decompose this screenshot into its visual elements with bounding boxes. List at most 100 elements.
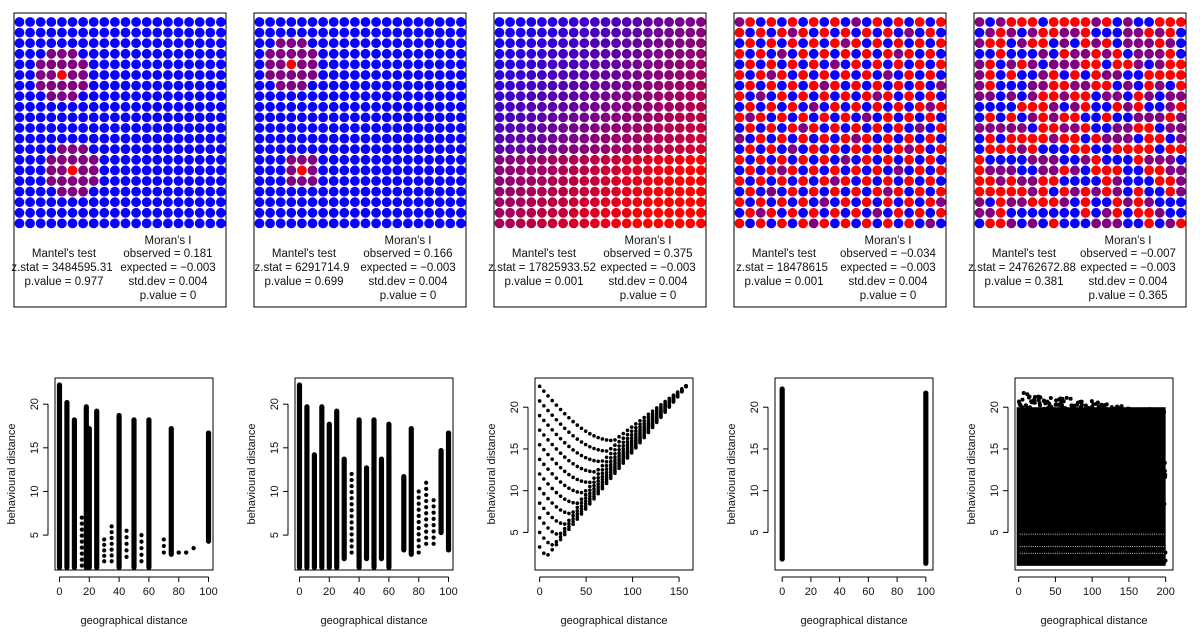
grid-cell [914, 48, 925, 59]
scatter-point [625, 440, 630, 444]
grid-cell [403, 38, 413, 49]
scatter-point [567, 444, 571, 449]
grid-cell [904, 197, 914, 208]
grid-cell [883, 17, 893, 27]
grid-cell [456, 17, 466, 27]
grid-cell [131, 133, 142, 144]
grid-cell [1048, 38, 1059, 49]
scatter-gap-dot [1132, 552, 1134, 554]
scatter-point [537, 486, 542, 491]
scatter-point [1155, 454, 1160, 459]
grid-cell [371, 27, 381, 38]
scatter-gap-dot [1110, 546, 1112, 548]
grid-cell [537, 38, 547, 49]
scatter-gap-dot [1118, 552, 1120, 554]
grid-cell [674, 154, 685, 165]
grid-cell [766, 123, 777, 133]
grid-cell [861, 133, 872, 144]
grid-cell [413, 207, 424, 218]
grid-cell [621, 38, 632, 49]
grid-cell [830, 197, 840, 208]
grid-cell [110, 154, 120, 165]
scatter-point [79, 539, 84, 544]
grid-cell [403, 133, 413, 144]
grid-cell [173, 59, 184, 70]
scatter-point [349, 526, 354, 531]
scatter-gap-dot [1043, 552, 1045, 554]
scatter-gap-dot [1103, 546, 1105, 548]
scatter-point [567, 499, 571, 504]
grid-cell [674, 101, 685, 112]
grid-cell [57, 91, 67, 102]
grid-cell [1112, 154, 1123, 165]
grid-cell [840, 48, 851, 59]
grid-cell [35, 165, 46, 176]
scatter-point [416, 544, 421, 549]
grid-cell [1059, 48, 1070, 59]
scatter-column [401, 474, 407, 553]
scatter-point [613, 471, 617, 476]
scatter-gap-dot [1136, 546, 1138, 548]
grid-cell [1027, 70, 1038, 80]
grid-cell [297, 207, 307, 218]
grid-cell [88, 123, 99, 133]
grid-cell [819, 59, 830, 70]
grid-cell [194, 197, 205, 208]
grid-cell [1101, 27, 1112, 38]
grid-cell [194, 218, 205, 229]
grid-cell [830, 80, 840, 91]
grid-cell [424, 123, 434, 133]
grid-cell [25, 176, 35, 186]
y-tick-label: 20 [29, 398, 41, 410]
grid-cell [1176, 112, 1186, 123]
scatter-gap-dot [1118, 546, 1120, 548]
scatter-gap-dot [1116, 546, 1118, 548]
y-tick-label: 5 [29, 532, 41, 538]
grid-cell [99, 218, 110, 229]
scatter-point [638, 422, 642, 427]
grid-cell [350, 123, 360, 133]
y-axis-label: behavioural distance [6, 424, 18, 525]
grid-cell [537, 176, 547, 186]
grid-cell [590, 176, 600, 186]
grid-cell [25, 218, 35, 229]
scatter-point [571, 461, 575, 466]
grid-cell [350, 197, 360, 208]
grid-cell [840, 207, 851, 218]
grid-cell [590, 186, 600, 197]
scatter-gap-dot [1127, 546, 1129, 548]
scatter-point [349, 508, 354, 513]
grid-cell [141, 144, 152, 155]
grid-cell [925, 27, 936, 38]
grid-cell [350, 165, 360, 176]
grid-cell [152, 48, 163, 59]
y-tick-label: 15 [989, 443, 1001, 455]
grid-cell [1038, 27, 1048, 38]
grid-cell [1080, 176, 1091, 186]
scatter-point [1163, 550, 1168, 555]
grid-cell [194, 165, 205, 176]
grid-cell [339, 207, 350, 218]
grid-cell [381, 48, 392, 59]
grid-cell [696, 218, 706, 229]
grid-cell [194, 176, 205, 186]
grid-cell [685, 154, 696, 165]
grid-cell [275, 48, 286, 59]
grid-cell [787, 207, 798, 218]
grid-cell [893, 112, 904, 123]
grid-cell [808, 154, 819, 165]
grid-cell [883, 207, 893, 218]
scatter-gap-dot [1081, 533, 1083, 535]
grid-cell [445, 59, 456, 70]
grid-cell [798, 154, 808, 165]
grid-cell [1176, 59, 1186, 70]
grid-cell [914, 80, 925, 91]
grid-cell [413, 197, 424, 208]
scatter-gap-dot [1035, 533, 1037, 535]
scatter-column [86, 426, 92, 570]
scatter-point [575, 490, 580, 494]
grid-cell [286, 80, 297, 91]
grid-cell [14, 186, 25, 197]
grid-cell [830, 165, 840, 176]
